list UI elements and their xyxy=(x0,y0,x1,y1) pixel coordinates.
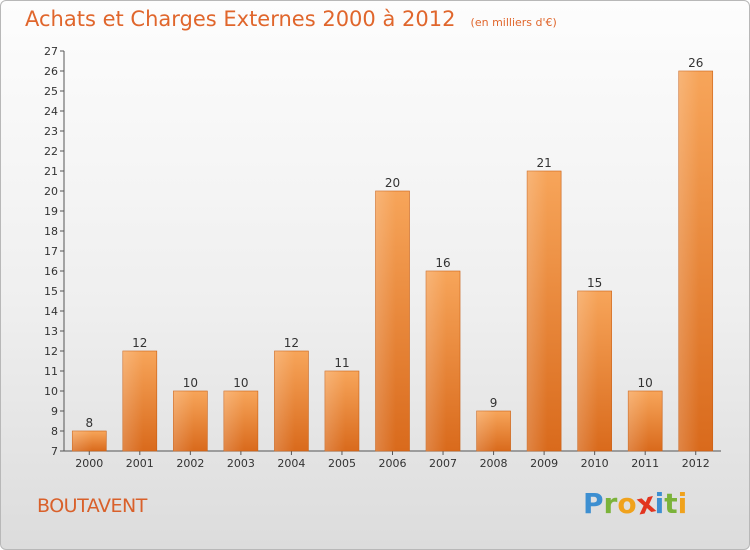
bar-value-label-2010: 15 xyxy=(587,276,602,290)
bar-value-label-2004: 12 xyxy=(284,336,299,350)
bar-shine-2000 xyxy=(72,431,107,451)
y-tick-label: 18 xyxy=(44,225,58,238)
y-tick-label: 22 xyxy=(44,145,58,158)
y-tick-label: 27 xyxy=(44,45,58,58)
x-tick-label-2009: 2009 xyxy=(530,457,558,470)
bars-group xyxy=(71,70,714,452)
y-tick-label: 19 xyxy=(44,205,58,218)
y-tick-label: 21 xyxy=(44,165,58,178)
bar-value-label-2008: 9 xyxy=(490,396,498,410)
x-tick-label-2001: 2001 xyxy=(126,457,154,470)
logo-letter: i xyxy=(654,487,665,520)
bar-value-label-2007: 16 xyxy=(435,256,450,270)
bar-shine-2002 xyxy=(173,391,208,451)
bar-value-label-2005: 11 xyxy=(334,356,349,370)
bar-shine-2003 xyxy=(223,391,258,451)
y-tick-label: 8 xyxy=(51,425,58,438)
bar-shine-2001 xyxy=(122,351,157,451)
bar-shine-2012 xyxy=(678,71,713,451)
bar-shine-2008 xyxy=(476,411,511,451)
y-tick-label: 17 xyxy=(44,245,58,258)
bar-shine-2006 xyxy=(375,191,410,451)
y-tick-label: 11 xyxy=(44,365,58,378)
axes: 7 8 9 10 11 12 13 14 15 16 17 18 19 20 21 22 23 24 25 26 27 xyxy=(44,45,721,458)
x-tick-label-2002: 2002 xyxy=(176,457,204,470)
y-tick-label: 23 xyxy=(44,125,58,138)
bar-value-label-2003: 10 xyxy=(233,376,248,390)
y-tick-label: 12 xyxy=(44,345,58,358)
x-tick-label-2005: 2005 xyxy=(328,457,356,470)
logo-letter: r xyxy=(603,487,618,520)
y-tick-label: 9 xyxy=(51,405,58,418)
logo-letter: o xyxy=(617,487,637,520)
bar-value-label-2002: 10 xyxy=(183,376,198,390)
x-tick-label-2004: 2004 xyxy=(277,457,305,470)
bar-value-label-2001: 12 xyxy=(132,336,147,350)
title-line: Achats et Charges Externes 2000 à 2012 (… xyxy=(25,7,557,31)
labels-group: 2000 8 2001 12 2002 10 2003 10 2004 12 2005 11 2006 2… xyxy=(75,56,709,470)
bar-shine-2011 xyxy=(628,391,663,451)
bar-value-label-2000: 8 xyxy=(85,416,93,430)
chart-title: Achats et Charges Externes 2000 à 2012 xyxy=(25,7,456,31)
bar-shine-2005 xyxy=(324,371,359,451)
y-tick-label: 24 xyxy=(44,105,58,118)
y-tick-label: 10 xyxy=(44,385,58,398)
bar-value-label-2009: 21 xyxy=(536,156,551,170)
y-tick-label: 20 xyxy=(44,185,58,198)
logo-letter: i xyxy=(677,487,688,520)
y-tick-label: 7 xyxy=(51,445,58,458)
x-tick-label-2012: 2012 xyxy=(682,457,710,470)
y-tick-label: 26 xyxy=(44,65,58,78)
bar-shine-2009 xyxy=(527,171,562,451)
y-tick-label: 16 xyxy=(44,265,58,278)
x-tick-label-2011: 2011 xyxy=(631,457,659,470)
bar-value-label-2011: 10 xyxy=(638,376,653,390)
x-tick-label-2007: 2007 xyxy=(429,457,457,470)
proxiti-logo[interactable]: Proxiti xyxy=(583,485,688,521)
x-tick-label-2008: 2008 xyxy=(480,457,508,470)
bar-shine-2004 xyxy=(274,351,309,451)
bar-shine-2010 xyxy=(577,291,612,451)
commune-name: BOUTAVENT xyxy=(37,495,147,517)
y-tick-label: 15 xyxy=(44,285,58,298)
x-tick-label-2003: 2003 xyxy=(227,457,255,470)
bar-value-label-2012: 26 xyxy=(688,56,703,70)
logo-letter: P xyxy=(583,487,604,520)
chart-subtitle: (en milliers d'€) xyxy=(470,16,557,29)
x-tick-label-2000: 2000 xyxy=(75,457,103,470)
x-tick-label-2006: 2006 xyxy=(379,457,407,470)
y-tick-label: 25 xyxy=(44,85,58,98)
bar-shine-2007 xyxy=(426,271,461,451)
logo-letter: t xyxy=(664,487,678,520)
x-tick-label-2010: 2010 xyxy=(581,457,609,470)
y-tick-label: 13 xyxy=(44,325,58,338)
bar-value-label-2006: 20 xyxy=(385,176,400,190)
y-tick-label: 14 xyxy=(44,305,58,318)
